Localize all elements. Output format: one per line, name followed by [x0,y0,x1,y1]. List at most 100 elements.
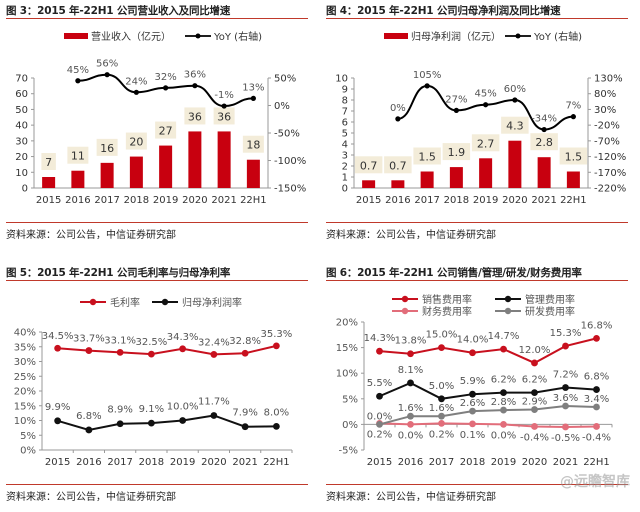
yoy-point [541,126,547,133]
revenue-chart: 营业收入（亿元） YoY (右轴) 0 10 20 30 40 50 60 70 -150% -100… [15,30,306,206]
series-point [54,344,62,352]
yoy-label: -1% [214,90,233,101]
x-tick-label: 2016 [398,457,423,468]
legend-label: 归母净利润率 [182,296,242,309]
yoy-label: 32% [155,72,177,83]
bar [479,158,493,188]
series-point [469,420,476,428]
y2-tick-label: -70% [594,136,620,147]
x-tick-label: 2019 [170,457,195,468]
y-tick-label: 5% [20,431,36,442]
series-point [500,406,507,414]
legend-label-bar: 归母净利润（亿元） [411,30,501,43]
bar-label: 0.7 [389,159,407,172]
x-tick-label: 2016 [65,195,90,206]
legend-label-line: YoY (右轴) [533,30,582,43]
data-label: 0.2% [367,429,392,440]
source-note: 资料来源：公司公告，中信证券研究部 [6,492,176,503]
bar-label: 1.5 [565,151,583,164]
series-point [531,423,538,430]
bar-label-box [442,143,471,161]
data-label: 11.7% [198,396,230,407]
yoy-point [512,97,518,103]
series-point [179,345,187,353]
x-tick-label: 2017 [94,195,119,206]
bar-label-box [559,147,588,165]
bar [188,131,202,188]
y-tick-label: 25% [14,372,36,383]
series-point [376,421,383,428]
bar-label: 2.7 [477,137,495,150]
bar-label-box [125,132,147,150]
data-label: 33.1% [104,335,136,346]
bar [362,180,376,188]
bar-label-box [501,116,529,134]
legend-swatch-bar [64,33,88,39]
bar-label-box [96,138,118,156]
y-tick-label: 10 [15,168,28,179]
bar [71,170,85,188]
bar-label: 7 [45,156,52,169]
yoy-label: 56% [96,59,118,70]
y-tick-label: 15% [14,401,36,412]
data-label: 0.0% [398,430,423,441]
series-line [379,404,597,426]
series-point [407,421,414,428]
series-point [438,419,445,427]
y2-tick-label: -220% [594,184,626,195]
series-line [379,422,597,428]
bar-label-box [413,147,441,165]
series-point [531,406,538,413]
data-label: 9.9% [45,402,70,413]
legend-marker [89,298,97,306]
yoy-point [453,107,459,113]
margin-chart: 毛利率 归母净利润率 0% 5% 10% 15% 20% 25% 30% 35% 40% 2015 20… [14,296,293,468]
legend-marker [401,307,409,315]
x-tick-label: 22H1 [263,457,290,468]
y2-tick-label: 130% [594,74,623,85]
bar [449,167,463,188]
series-line [57,414,277,431]
data-label: 15.3% [550,328,582,339]
bar-label-box [67,146,89,164]
data-label: 13.8% [395,336,427,347]
x-tick-label: 2015 [45,457,70,468]
legend-swatch-bar [384,33,408,39]
watermark: @远瞻智库 [560,474,630,490]
yoy-point [424,83,430,89]
legend-marker-line [195,33,201,39]
data-label: 10.0% [167,402,199,413]
y-tick-label: 6 [342,118,348,129]
y2-tick-label: -150% [274,184,306,195]
bar [391,180,405,188]
data-label: 16.8% [581,320,613,331]
yoy-point [133,89,139,95]
data-label: 7.2% [553,370,578,381]
data-label: 9.1% [139,404,164,415]
bar-label: 2.8 [535,136,553,149]
chart-title: 图 5：2015 年-22H1 公司毛利率与归母净利率 [6,267,231,279]
yoy-point [221,103,227,109]
y-tick-label: 10 [335,74,348,85]
bar-label: 4.3 [506,120,524,133]
source-divider [6,222,308,223]
title-divider [326,280,628,281]
yoy-point [570,114,576,120]
data-label: -0.4% [520,432,549,443]
bar-label: 11 [71,150,85,163]
data-label: 15.0% [426,330,458,341]
legend-label: 管理费用率 [525,293,575,306]
series-point [241,423,249,431]
source-divider [326,222,628,223]
series-point [500,345,507,353]
y-tick-label: 30% [14,357,36,368]
y2-tick-label: -100% [274,156,306,167]
series-point [562,342,569,350]
data-label: 7.9% [232,408,257,419]
source-divider [326,484,628,485]
y2-tick-label: -120% [594,152,626,163]
bar-label: 1.5 [418,151,436,164]
series-point [376,347,383,355]
